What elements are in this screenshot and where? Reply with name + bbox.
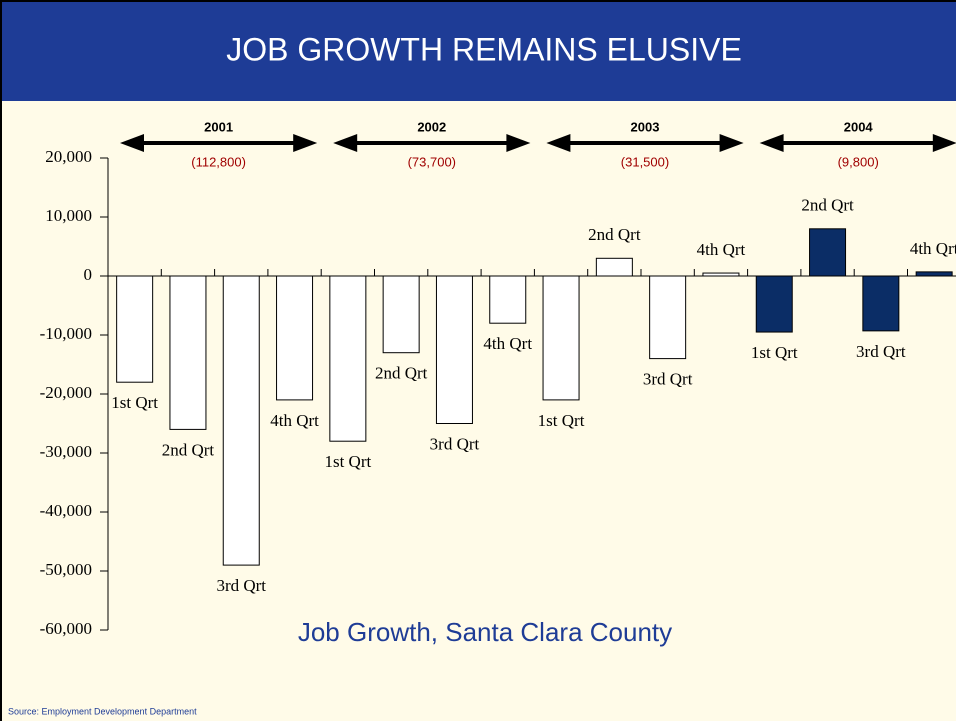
y-tick-label: 10,000 <box>45 206 92 225</box>
bar <box>276 275 314 401</box>
bar-label: 2nd Qrt <box>588 225 641 244</box>
bar-label: 4th Qrt <box>697 240 746 259</box>
arrow-head <box>120 134 144 152</box>
y-tick-label: -30,000 <box>40 442 92 461</box>
chart-title: Job Growth, Santa Clara County <box>298 617 672 647</box>
bar-label: 1st Qrt <box>538 411 585 430</box>
arrow-head <box>546 134 571 152</box>
arrow-head <box>719 134 744 152</box>
y-tick-label: -40,000 <box>40 501 92 520</box>
bar-label: 1st Qrt <box>324 452 371 471</box>
bar-label: 3rd Qrt <box>643 370 693 389</box>
bar <box>489 275 527 324</box>
y-tick-label: -10,000 <box>40 324 92 343</box>
arrow-head <box>333 134 358 152</box>
bar <box>382 275 420 354</box>
title-bar <box>0 0 956 101</box>
bar-label: 4th Qrt <box>483 334 532 353</box>
y-tick-label: -50,000 <box>40 560 92 579</box>
year-total: (112,800) <box>191 154 246 169</box>
y-tick-label: -60,000 <box>40 619 92 638</box>
bar-label: 1st Qrt <box>111 393 158 412</box>
source-note: Source: Employment Development Departmen… <box>8 706 197 716</box>
bar <box>435 275 473 424</box>
year-label: 2002 <box>417 119 446 134</box>
bar-label: 4th Qrt <box>270 411 319 430</box>
bar <box>755 275 793 333</box>
y-tick-label: 0 <box>84 265 93 284</box>
year-total: (73,700) <box>408 154 456 169</box>
bar <box>702 272 740 277</box>
y-tick-label: 20,000 <box>45 147 92 166</box>
bar-label: 2nd Qrt <box>162 440 215 459</box>
y-tick-label: -20,000 <box>40 383 92 402</box>
bar-label: 2nd Qrt <box>375 364 428 383</box>
year-label: 2003 <box>631 119 660 134</box>
arrow-head <box>506 134 531 152</box>
year-total: (9,800) <box>838 154 879 169</box>
bar <box>595 257 633 277</box>
bar-label: 3rd Qrt <box>216 576 266 595</box>
arrow-head <box>759 134 784 152</box>
bar <box>116 275 154 383</box>
bar <box>915 271 953 277</box>
year-total: (31,500) <box>621 154 669 169</box>
arrow-head <box>932 134 956 152</box>
bar <box>329 275 367 442</box>
year-label: 2001 <box>204 119 233 134</box>
bar-label: 3rd Qrt <box>430 434 480 453</box>
bar-label: 4th Qrt <box>910 239 956 258</box>
bar <box>649 275 687 360</box>
arrow-head <box>293 134 318 152</box>
bar-label: 3rd Qrt <box>856 342 906 361</box>
slide-title: JOB GROWTH REMAINS ELUSIVE <box>226 31 742 67</box>
year-label: 2004 <box>844 119 874 134</box>
bar <box>809 228 847 277</box>
bar <box>222 275 260 566</box>
bar-label: 2nd Qrt <box>801 196 854 215</box>
bar-label: 1st Qrt <box>751 343 798 362</box>
bar <box>169 275 207 430</box>
bar <box>862 275 900 332</box>
bar <box>542 275 580 401</box>
